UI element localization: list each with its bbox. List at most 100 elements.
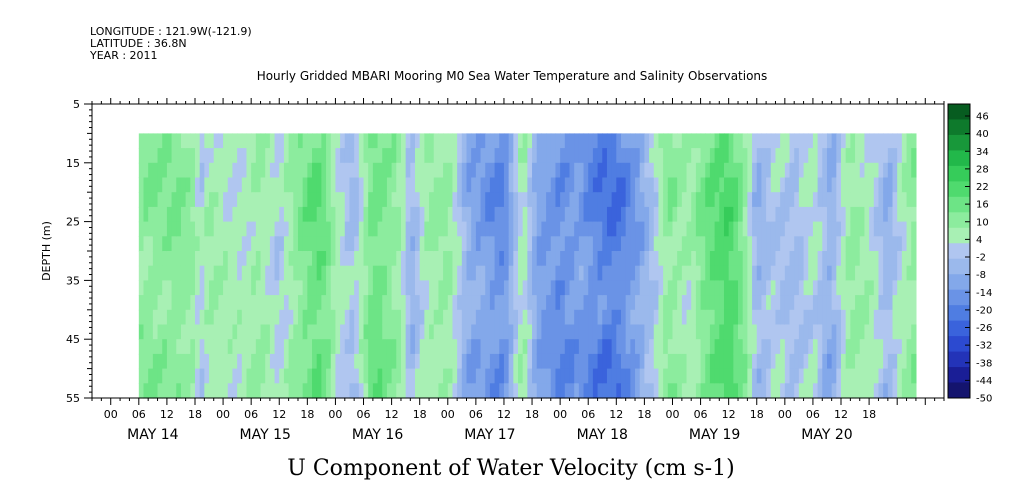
heatmap-cell <box>466 339 472 355</box>
heatmap-cell <box>269 309 276 326</box>
heatmap-cell <box>705 236 711 252</box>
heatmap-cell <box>166 383 173 399</box>
heatmap-cell <box>527 295 533 311</box>
heatmap-cell <box>784 324 791 340</box>
heatmap-cell <box>433 148 440 164</box>
heatmap-cell <box>377 280 383 296</box>
heatmap-cell <box>302 368 308 384</box>
heatmap-cell <box>546 368 552 384</box>
heatmap-cell <box>354 162 360 179</box>
heatmap-cell <box>709 324 716 340</box>
heatmap-cell <box>424 280 430 296</box>
heatmap-cell <box>887 353 894 370</box>
heatmap-cell <box>709 206 716 223</box>
heatmap-cell <box>845 236 851 252</box>
heatmap-cell <box>747 177 753 193</box>
heatmap-cell <box>433 280 440 296</box>
heatmap-cell <box>335 280 341 296</box>
x-hour-label: 18 <box>750 408 764 421</box>
heatmap-cell <box>419 368 425 384</box>
heatmap-cell <box>321 280 327 296</box>
heatmap-cell <box>251 162 257 179</box>
heatmap-cell <box>410 192 416 208</box>
colorbar-label: 16 <box>976 200 989 211</box>
heatmap-cell <box>171 353 177 370</box>
heatmap-cell <box>471 251 477 267</box>
heatmap-cell <box>808 133 814 149</box>
heatmap-cell <box>873 324 880 340</box>
heatmap-cell <box>700 236 706 252</box>
x-hour-label: 00 <box>778 408 792 421</box>
heatmap-cell <box>152 324 159 340</box>
heatmap-cell <box>658 309 664 326</box>
heatmap-cell <box>569 368 575 384</box>
heatmap-cell <box>812 177 819 193</box>
heatmap-cell <box>560 206 566 223</box>
heatmap-cell <box>354 353 360 370</box>
heatmap-cell <box>602 133 608 149</box>
heatmap-cell <box>415 295 421 311</box>
heatmap-cell <box>695 295 702 311</box>
heatmap-cell <box>831 324 837 340</box>
heatmap-cell <box>457 206 463 223</box>
heatmap-cell <box>475 148 482 164</box>
heatmap-cell <box>326 383 332 399</box>
heatmap-cell <box>550 192 557 208</box>
heatmap-cell <box>780 309 786 326</box>
heatmap-cell <box>873 206 880 223</box>
heatmap-cell <box>756 206 763 223</box>
heatmap-cell <box>681 339 688 355</box>
heatmap-cell <box>686 251 692 267</box>
heatmap-cell <box>190 383 196 399</box>
heatmap-cell <box>335 383 341 399</box>
heatmap-cell <box>761 206 767 223</box>
x-hour-label: 18 <box>862 408 876 421</box>
heatmap-cell <box>190 162 196 179</box>
heatmap-cell <box>157 368 163 384</box>
heatmap-cell <box>541 295 547 311</box>
x-hour-label: 18 <box>525 408 539 421</box>
heatmap-cell <box>588 339 594 355</box>
heatmap-cell <box>269 177 276 193</box>
heatmap-cell <box>489 309 496 326</box>
heatmap-cell <box>176 280 182 296</box>
heatmap-cell <box>471 148 477 164</box>
heatmap-cell <box>677 353 683 370</box>
heatmap-cell <box>288 353 294 370</box>
heatmap-cell <box>546 177 552 193</box>
heatmap-cell <box>251 383 257 399</box>
heatmap-cell <box>812 324 819 340</box>
heatmap-cell <box>569 221 575 237</box>
heatmap-cell <box>794 133 800 149</box>
heatmap-cell <box>246 383 252 399</box>
heatmap-cell <box>855 324 861 340</box>
heatmap-cell <box>798 368 805 384</box>
colorbar-swatch <box>948 134 970 151</box>
heatmap-cell <box>714 265 720 281</box>
heatmap-cell <box>400 368 407 384</box>
heatmap-cell <box>190 133 196 149</box>
heatmap-cell <box>143 177 149 193</box>
colorbar-label: -8 <box>976 270 986 281</box>
heatmap-cell <box>232 368 238 384</box>
heatmap-cell <box>738 148 744 164</box>
heatmap-cell <box>171 339 177 355</box>
heatmap-cell <box>372 221 379 237</box>
heatmap-cell <box>625 295 631 311</box>
heatmap-cell <box>714 353 720 370</box>
heatmap-cell <box>855 177 861 193</box>
heatmap-cell <box>794 236 800 252</box>
heatmap-cell <box>653 192 660 208</box>
heatmap-cell <box>424 309 430 326</box>
heatmap-cell <box>190 368 196 384</box>
heatmap-cell <box>723 148 730 164</box>
x-hour-label: 00 <box>104 408 118 421</box>
heatmap-cell <box>695 148 702 164</box>
heatmap-cell <box>616 265 622 281</box>
heatmap-cell <box>180 383 187 399</box>
heatmap-cell <box>410 353 416 370</box>
heatmap-cell <box>606 148 613 164</box>
heatmap-cell <box>714 236 720 252</box>
heatmap-cell <box>602 324 608 340</box>
heatmap-cell <box>766 368 772 384</box>
